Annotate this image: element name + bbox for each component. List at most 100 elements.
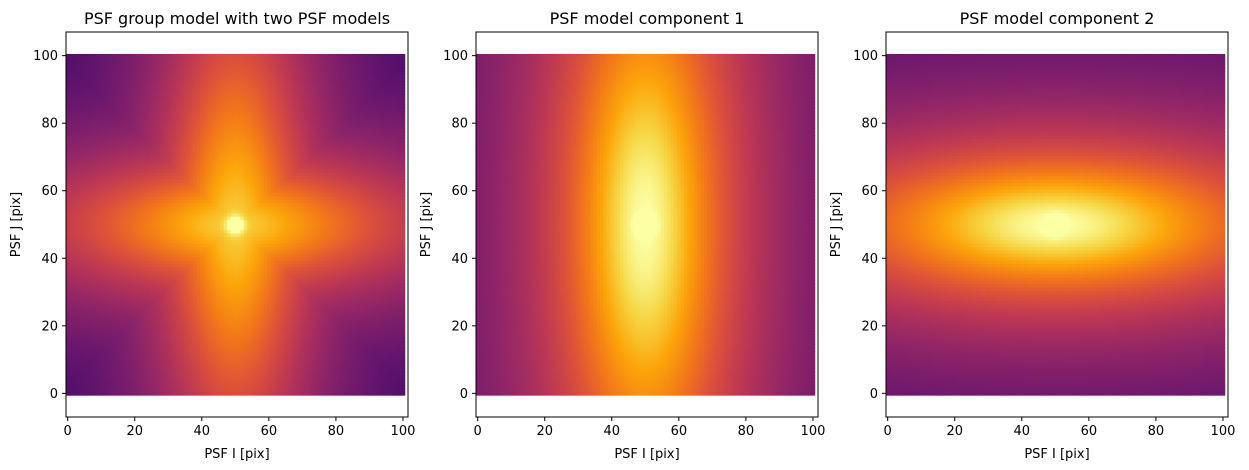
- heatmap-cell: [267, 344, 272, 349]
- heatmap-cell: [166, 371, 171, 376]
- heatmap-cell: [247, 330, 252, 335]
- heatmap-cell: [220, 236, 225, 241]
- heatmap-cell: [351, 378, 355, 383]
- heatmap-cell: [304, 243, 309, 248]
- heatmap-cell: [330, 249, 335, 254]
- heatmap-cell: [324, 351, 329, 356]
- heatmap-cell: [106, 263, 111, 268]
- heatmap-cell: [377, 341, 382, 345]
- heatmap-cell: [186, 259, 191, 264]
- heatmap-cell: [119, 378, 124, 383]
- heatmap-cell: [206, 270, 211, 275]
- heatmap-cell: [72, 236, 77, 241]
- heatmap-cell: [297, 388, 302, 393]
- heatmap-cell: [106, 374, 111, 379]
- heatmap-cell: [220, 337, 225, 342]
- heatmap-cell: [169, 253, 174, 258]
- heatmap-cell: [367, 280, 372, 285]
- heatmap-cell: [240, 266, 245, 271]
- heatmap-cell: [159, 249, 164, 254]
- heatmap-cell: [139, 391, 144, 396]
- heatmap-cell: [206, 324, 211, 329]
- heatmap-cell: [300, 259, 305, 264]
- heatmap-cell: [377, 243, 382, 248]
- heatmap-cell: [206, 347, 211, 352]
- heatmap-cell: [156, 293, 161, 298]
- heatmap-cell: [240, 317, 245, 322]
- heatmap-cell: [371, 232, 376, 237]
- heatmap-cell: [260, 229, 265, 234]
- heatmap-cell: [230, 384, 235, 389]
- heatmap-cell: [247, 314, 252, 318]
- heatmap-cell: [337, 341, 342, 345]
- heatmap-cell: [92, 354, 97, 359]
- heatmap-cell: [106, 280, 111, 285]
- heatmap-cell: [364, 297, 369, 302]
- heatmap-cell: [139, 256, 144, 261]
- heatmap-cell: [240, 320, 245, 325]
- heatmap-cell: [173, 249, 178, 254]
- heatmap-cell: [287, 384, 292, 389]
- heatmap-cell: [337, 374, 342, 379]
- heatmap-cell: [263, 229, 268, 234]
- heatmap-cell: [210, 283, 215, 288]
- heatmap-cell: [203, 354, 208, 359]
- heatmap-cell: [180, 286, 184, 291]
- heatmap-cell: [102, 374, 107, 379]
- heatmap-cell: [109, 236, 114, 241]
- heatmap-cell: [66, 368, 70, 373]
- heatmap-cell: [310, 300, 315, 305]
- heatmap-cell: [116, 330, 121, 335]
- heatmap-cell: [374, 283, 379, 288]
- heatmap-cell: [317, 229, 322, 234]
- heatmap-cell: [260, 344, 265, 349]
- heatmap-cell: [196, 344, 201, 349]
- heatmap-cell: [304, 307, 309, 312]
- heatmap-cell: [351, 391, 355, 396]
- heatmap-cell: [263, 259, 268, 264]
- heatmap-cell: [193, 246, 198, 251]
- heatmap-cell: [183, 371, 188, 376]
- heatmap-cell: [82, 256, 87, 261]
- heatmap-cell: [361, 290, 366, 295]
- heatmap-cell: [196, 354, 201, 359]
- heatmap-cell: [384, 371, 389, 376]
- heatmap-cell: [263, 307, 268, 312]
- heatmap-cell: [136, 229, 141, 234]
- heatmap-cell: [139, 344, 144, 349]
- heatmap-cell: [146, 354, 151, 359]
- heatmap-cell: [139, 310, 144, 315]
- heatmap-cell: [273, 330, 278, 335]
- heatmap-cell: [250, 253, 255, 258]
- heatmap-cell: [180, 259, 184, 264]
- heatmap-cell: [146, 263, 151, 268]
- heatmap-cell: [310, 314, 315, 318]
- heatmap-cell: [69, 310, 74, 315]
- heatmap-cell: [86, 303, 91, 308]
- heatmap-cell: [351, 357, 355, 362]
- heatmap-cell: [304, 378, 309, 383]
- heatmap-cell: [394, 253, 399, 258]
- heatmap-cell: [253, 371, 258, 376]
- heatmap-cell: [337, 384, 342, 389]
- heatmap-cell: [327, 297, 332, 302]
- heatmap-cell: [334, 341, 339, 345]
- heatmap-cell: [374, 361, 379, 366]
- heatmap-cell: [283, 236, 288, 241]
- heatmap-cell: [233, 229, 238, 234]
- heatmap-cell: [213, 263, 218, 268]
- heatmap-cell: [139, 357, 144, 362]
- heatmap-cell: [330, 388, 335, 393]
- heatmap-cell: [397, 273, 402, 278]
- heatmap-cell: [327, 273, 332, 278]
- heatmap-cell: [169, 351, 174, 356]
- heatmap-cell: [139, 351, 144, 356]
- heatmap-cell: [129, 337, 134, 342]
- heatmap-cell: [273, 391, 278, 396]
- heatmap-cell: [143, 347, 148, 352]
- heatmap-cell: [143, 283, 148, 288]
- heatmap-cell: [196, 320, 201, 325]
- heatmap-cell: [377, 273, 382, 278]
- heatmap-cell: [334, 327, 339, 332]
- heatmap-cell: [186, 280, 191, 285]
